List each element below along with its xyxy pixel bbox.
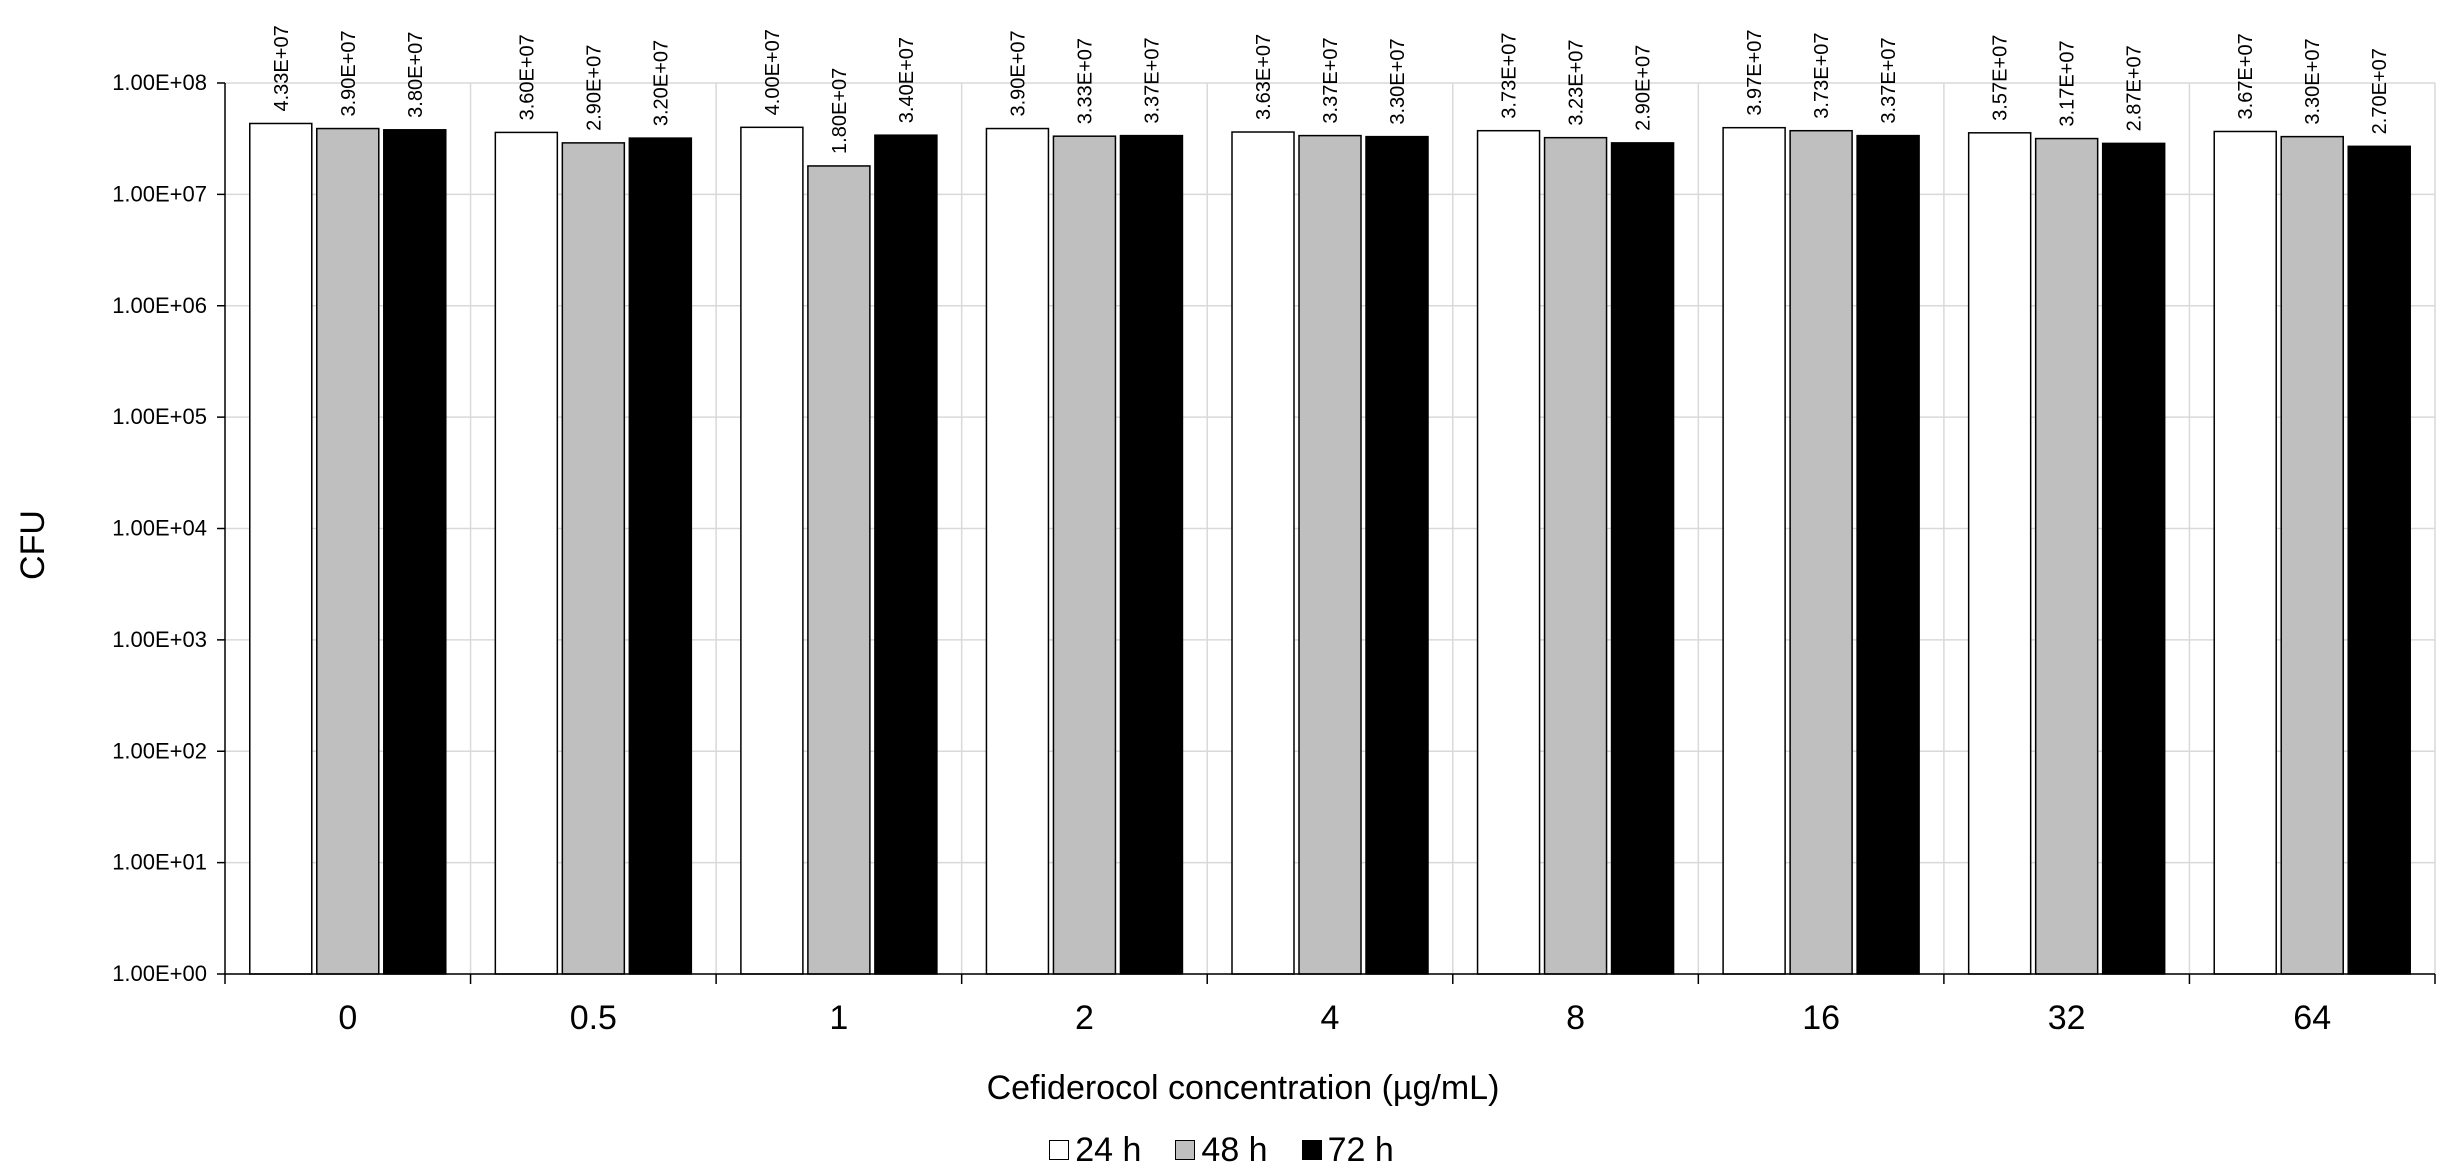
legend: 24 h 48 h 72 h — [0, 1130, 2443, 1170]
y-tick-label: 1.00E+01 — [112, 850, 207, 875]
data-label: 2.90E+07 — [1633, 45, 1655, 131]
bar — [807, 165, 871, 975]
y-tick-label: 1.00E+05 — [112, 404, 207, 429]
legend-label-24h: 24 h — [1075, 1130, 1142, 1169]
x-tick-label: 32 — [2048, 999, 2086, 1037]
legend-item-48h: 48 h — [1175, 1130, 1268, 1170]
bar — [1231, 131, 1295, 975]
legend-item-72h: 72 h — [1301, 1130, 1394, 1170]
bar — [1610, 142, 1675, 975]
data-label: 4.00E+07 — [762, 29, 784, 115]
bar — [2347, 145, 2411, 975]
data-label: 3.37E+07 — [1320, 37, 1342, 123]
x-tick-label: 1 — [829, 999, 848, 1037]
data-label: 3.73E+07 — [1499, 32, 1521, 118]
data-label: 3.20E+07 — [650, 40, 672, 126]
data-label: 2.87E+07 — [2124, 45, 2146, 131]
bar — [383, 129, 447, 975]
data-label: 3.63E+07 — [1253, 34, 1275, 120]
data-label: 4.33E+07 — [271, 25, 293, 111]
y-tick-label: 1.00E+04 — [112, 516, 207, 541]
y-tick-label: 1.00E+06 — [112, 293, 207, 318]
bar — [1119, 134, 1184, 975]
bar — [1476, 129, 1541, 975]
bar — [249, 122, 313, 975]
data-labels: 4.33E+07 3.90E+07 3.80E+07 3.60E+07 2.90E+07… — [271, 25, 2391, 154]
bars — [249, 122, 2411, 975]
bar — [1298, 134, 1362, 975]
x-tick-label: 4 — [1321, 999, 1340, 1037]
y-tick-label: 1.00E+07 — [112, 181, 207, 206]
legend-swatch-48h — [1175, 1140, 1196, 1160]
x-tick-label: 64 — [2293, 999, 2331, 1037]
legend-swatch-72h — [1301, 1140, 1322, 1160]
data-label: 3.23E+07 — [1566, 39, 1588, 125]
data-label: 3.97E+07 — [1744, 29, 1766, 115]
x-tick-label: 2 — [1075, 999, 1094, 1037]
bar — [874, 134, 938, 975]
bar-chart: 1.00E+00 1.00E+01 1.00E+02 1.00E+03 1.00E+04… — [14, 25, 2436, 1107]
bar — [985, 127, 1050, 975]
legend-item-24h: 24 h — [1049, 1131, 1141, 1170]
bar — [316, 127, 380, 975]
data-label: 3.90E+07 — [338, 30, 360, 116]
bar — [561, 142, 626, 975]
data-label: 3.40E+07 — [896, 37, 918, 123]
data-label: 3.90E+07 — [1007, 30, 1029, 116]
data-label: 3.60E+07 — [516, 34, 538, 120]
x-axis-label: Cefiderocol concentration (µg/mL) — [987, 1069, 1500, 1107]
bar — [1365, 135, 1429, 975]
y-tick-label: 1.00E+00 — [112, 961, 207, 986]
data-label: 3.30E+07 — [2302, 38, 2324, 124]
bar — [1722, 126, 1786, 975]
bar — [740, 126, 804, 975]
y-axis-label: CFU — [14, 510, 52, 580]
bar — [494, 131, 559, 975]
bar — [1052, 135, 1117, 975]
axes: 1.00E+00 1.00E+01 1.00E+02 1.00E+03 1.00E+04… — [112, 70, 2436, 1037]
legend-swatch-24h — [1049, 1140, 1070, 1160]
data-label: 3.67E+07 — [2235, 33, 2257, 119]
data-label: 3.57E+07 — [1990, 35, 2012, 121]
data-label: 3.30E+07 — [1387, 38, 1409, 124]
data-label: 3.37E+07 — [1141, 37, 1163, 123]
bar — [1543, 136, 1608, 975]
data-label: 3.73E+07 — [1811, 32, 1833, 118]
x-tick-label: 0.5 — [570, 999, 617, 1037]
y-tick-label: 1.00E+02 — [112, 738, 207, 763]
data-label: 2.90E+07 — [583, 45, 605, 131]
data-label: 2.70E+07 — [2369, 48, 2391, 134]
bar — [1789, 129, 1853, 975]
x-tick-label: 8 — [1566, 999, 1585, 1037]
bar — [628, 137, 693, 975]
data-label: 3.17E+07 — [2057, 40, 2079, 126]
bar — [1856, 134, 1920, 975]
data-label: 3.33E+07 — [1074, 38, 1096, 124]
data-label: 3.37E+07 — [1878, 37, 1900, 123]
bar — [2101, 142, 2166, 975]
bar — [1967, 132, 2032, 975]
y-tick-label: 1.00E+03 — [112, 627, 207, 652]
legend-label-48h: 48 h — [1201, 1130, 1268, 1169]
bar — [2280, 135, 2344, 975]
x-tick-label: 0 — [338, 999, 357, 1037]
bar — [2034, 137, 2099, 975]
x-tick-label: 16 — [1802, 999, 1840, 1037]
data-label: 3.80E+07 — [405, 32, 427, 118]
legend-label-72h: 72 h — [1327, 1130, 1394, 1169]
bar — [2213, 130, 2277, 975]
y-tick-label: 1.00E+08 — [112, 70, 207, 95]
data-label: 1.80E+07 — [829, 68, 851, 154]
